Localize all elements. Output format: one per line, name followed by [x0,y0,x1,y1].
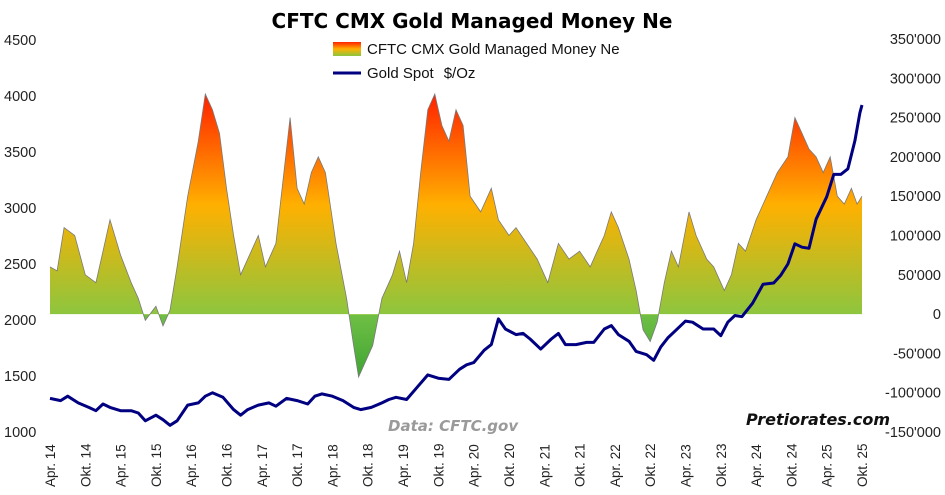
x-tick-label: Okt. 24 [784,443,799,487]
x-tick-label: Okt. 18 [361,443,376,487]
left-tick-label: 3000 [4,201,36,217]
right-tick-label: -100'000 [885,386,941,402]
x-tick-label: Apr. 16 [184,444,199,487]
chart-title: CFTC CMX Gold Managed Money Ne [272,9,673,33]
x-tick-label: Apr. 15 [114,444,129,487]
x-tick-label: Apr. 20 [467,444,482,487]
x-tick-label: Apr. 22 [608,444,623,487]
x-tick-label: Okt. 16 [220,443,235,487]
right-tick-label: -50'000 [893,346,941,362]
right-tick-label: 200'000 [890,150,941,166]
gold-spot-line-group [49,104,864,427]
x-tick-label: Apr. 21 [537,444,552,487]
legend-label-gold-spot: Gold Spot $/Oz [367,65,475,82]
legend-swatch-money-managers [333,42,361,56]
left-tick-label: 3500 [4,145,36,161]
x-tick-label: Apr. 18 [325,444,340,487]
x-axis: Apr. 14 Okt. 14 Apr. 15 Okt. 15 Apr. 16 Okt. … [43,443,870,487]
left-tick-label: 4500 [4,33,36,49]
x-tick-label: Okt. 22 [643,443,658,487]
x-tick-label: Apr. 25 [820,444,835,487]
money-managers-area-positive [50,94,862,315]
right-tick-label: 350'000 [890,32,941,48]
right-tick-label: 150'000 [890,189,941,205]
x-tick-label: Apr. 24 [749,444,764,487]
legend-label-money-managers: CFTC CMX Gold Managed Money Ne [367,41,620,58]
x-tick-label: Okt. 25 [855,443,870,487]
x-tick-label: Okt. 23 [714,443,729,487]
left-axis: 1000 1500 2000 2500 3000 3500 4000 4500 [4,33,36,441]
x-tick-label: Apr. 17 [255,444,270,487]
left-tick-label: 2000 [4,313,36,329]
gold-spot-line [49,104,864,427]
x-tick-label: Okt. 19 [431,443,446,487]
x-tick-label: Okt. 20 [502,443,517,487]
source-annotation: Data: CFTC.gov [388,417,519,435]
x-tick-label: Apr. 23 [678,444,693,487]
right-axis: -150'000 -100'000 -50'000 0 50'000 100'000 150… [885,32,941,441]
x-tick-label: Okt. 21 [573,443,588,487]
right-tick-label: 0 [933,307,941,323]
x-tick-label: Okt. 15 [149,443,164,487]
right-tick-label: -150'000 [885,425,941,441]
x-tick-label: Apr. 14 [43,444,58,487]
x-tick-label: Okt. 17 [290,443,305,487]
money-managers-area [49,92,863,379]
money-managers-outline [49,92,863,379]
x-tick-label: Apr. 19 [396,444,411,487]
right-tick-label: 100'000 [890,229,941,245]
left-tick-label: 4000 [4,89,36,105]
right-tick-label: 250'000 [890,111,941,127]
left-tick-label: 2500 [4,257,36,273]
right-tick-label: 300'000 [890,71,941,87]
x-tick-label: Okt. 14 [78,443,93,487]
brand-annotation: Pretiorates.com [746,410,890,429]
right-tick-label: 50'000 [898,268,941,284]
left-tick-label: 1500 [4,369,36,385]
left-tick-label: 1000 [4,425,36,441]
